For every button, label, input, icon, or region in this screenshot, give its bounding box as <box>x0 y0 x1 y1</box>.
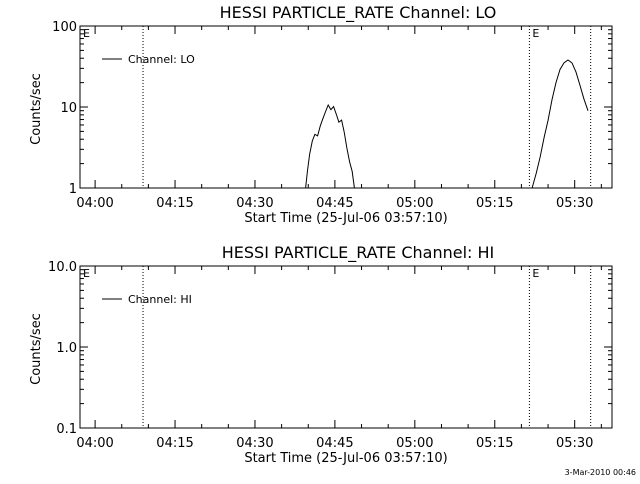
x-tick-label: 05:15 <box>476 436 513 451</box>
x-tick-label: 04:00 <box>76 196 113 211</box>
legend-label: Channel: LO <box>128 53 195 66</box>
chart-title: HESSI PARTICLE_RATE Channel: HI <box>222 243 495 263</box>
x-axis-label: Start Time (25-Jul-06 03:57:10) <box>244 451 447 466</box>
y-axis-label: Counts/sec <box>29 73 44 145</box>
legend-label: Channel: HI <box>128 293 192 306</box>
x-tick-label: 05:00 <box>396 436 433 451</box>
plot-frame <box>79 25 613 189</box>
y-tick-label: 10.0 <box>48 260 77 275</box>
y-tick-label: 100 <box>52 20 77 35</box>
x-tick-label: 04:45 <box>316 436 353 451</box>
y-tick-label: 1.0 <box>56 341 77 356</box>
x-tick-label: 04:15 <box>156 436 193 451</box>
x-tick-label: 05:30 <box>556 196 593 211</box>
event-marker-label: E <box>83 267 90 280</box>
x-tick-label: 04:15 <box>156 196 193 211</box>
event-marker-label: E <box>532 267 539 280</box>
x-tick-label: 05:30 <box>556 436 593 451</box>
x-tick-label: 05:00 <box>396 196 433 211</box>
x-tick-label: 04:45 <box>316 196 353 211</box>
x-axis-label: Start Time (25-Jul-06 03:57:10) <box>244 211 447 226</box>
x-tick-label: 04:30 <box>236 436 273 451</box>
event-marker-label: E <box>532 27 539 40</box>
event-marker-label: E <box>83 27 90 40</box>
y-tick-label: 1 <box>69 182 77 197</box>
x-tick-label: 04:00 <box>76 436 113 451</box>
chart-title: HESSI PARTICLE_RATE Channel: LO <box>220 3 497 23</box>
chart-panel-0: HESSI PARTICLE_RATE Channel: LO 04:00 04:1… <box>29 3 613 226</box>
data-line <box>305 103 355 189</box>
timestamp-label: 3-Mar-2010 00:46 <box>565 468 636 477</box>
y-axis-label: Counts/sec <box>29 313 44 385</box>
y-tick-label: 0.1 <box>56 422 77 437</box>
y-tick-label: 10 <box>60 101 77 116</box>
x-tick-label: 05:15 <box>476 196 513 211</box>
data-line <box>531 59 589 189</box>
plot-frame <box>79 265 613 429</box>
x-tick-label: 04:30 <box>236 196 273 211</box>
chart-panel-1: HESSI PARTICLE_RATE Channel: HI 04:00 04:1… <box>29 243 613 466</box>
